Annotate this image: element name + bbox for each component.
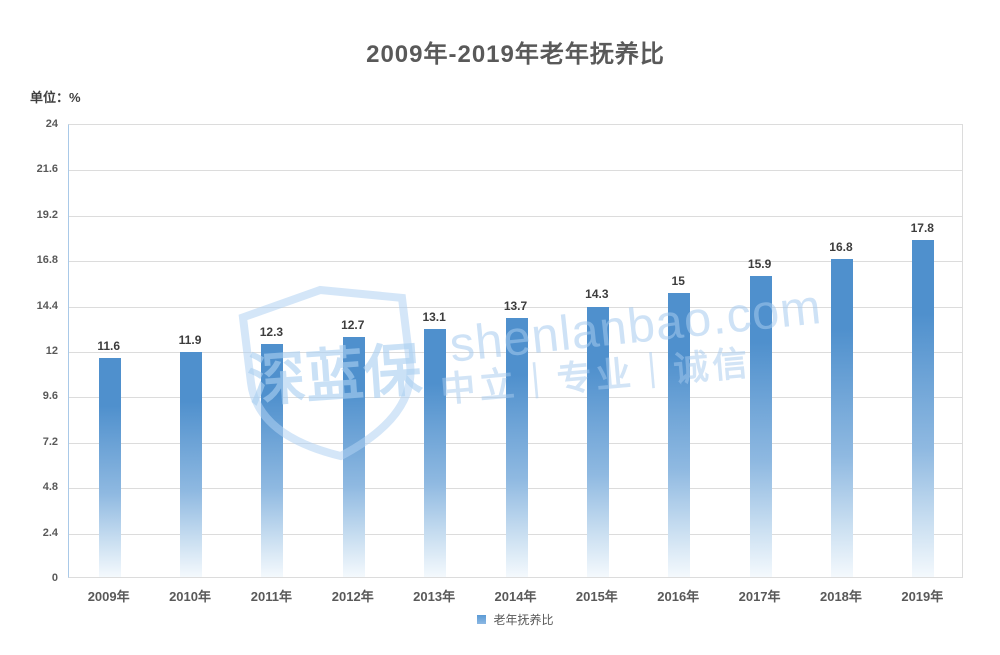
x-axis-label: 2010年: [169, 589, 211, 604]
bar-value-label: 11.9: [178, 332, 202, 347]
bar-value-label: 12.3: [259, 325, 284, 340]
x-axis-label: 2014年: [494, 589, 537, 604]
y-axis-tick-label: 16.8: [36, 254, 58, 267]
bar-2016年: [668, 293, 691, 577]
x-axis-label: 2009年: [87, 589, 130, 604]
x-axis-label: 2011年: [250, 589, 292, 604]
plot-area: [68, 124, 963, 578]
x-axis-label: 2017年: [738, 589, 781, 604]
bar-value-label: 13.1: [422, 310, 446, 325]
x-axis-label: 2018年: [819, 589, 862, 604]
x-axis-label: 2012年: [331, 589, 374, 604]
y-axis-tick-label: 19.2: [36, 208, 58, 221]
bar-2012年: [342, 336, 365, 577]
x-axis-label: 2015年: [575, 589, 618, 604]
bar-value-label: 16.8: [829, 240, 853, 255]
y-axis-tick-label: 2.4: [42, 526, 58, 539]
bar-value-label: 14.3: [585, 287, 609, 302]
bar-2009年: [98, 357, 121, 577]
gridline: [69, 306, 962, 308]
bar-value-label: 12.7: [341, 317, 365, 332]
bar-2013年: [424, 329, 447, 577]
x-axis-label: 2019年: [901, 589, 944, 604]
y-axis-tick-label: 21.6: [36, 163, 58, 176]
y-axis-tick-label: 14.4: [36, 299, 58, 312]
gridline: [69, 215, 962, 217]
bar-value-label: 13.7: [503, 298, 528, 313]
gridline: [69, 261, 962, 263]
legend-label: 老年抚养比: [493, 613, 554, 627]
bar-2011年: [261, 344, 284, 577]
bar-value-label: 15: [671, 274, 685, 289]
y-axis-tick-label: 0: [51, 572, 58, 584]
y-axis-tick-label: 24: [45, 118, 58, 130]
gridline: [69, 170, 962, 172]
bar-value-label: 17.8: [910, 221, 934, 236]
bar-value-label: 15.9: [747, 257, 772, 272]
chart-title: 2009年-2019年老年抚养比: [366, 41, 665, 68]
legend-swatch-icon: [477, 615, 487, 624]
unit-label: 单位：%: [30, 90, 81, 105]
y-axis-tick-label: 7.2: [42, 435, 58, 448]
bar-2017年: [749, 276, 772, 577]
y-axis-tick-label: 12: [45, 345, 58, 357]
legend: 老年抚养比: [68, 611, 963, 628]
x-axis-label: 2016年: [657, 589, 700, 604]
bar-value-label: 11.6: [97, 338, 121, 353]
y-axis-tick-label: 4.8: [42, 481, 58, 494]
y-axis-tick-label: 9.6: [42, 390, 58, 403]
bar-2015年: [586, 306, 609, 577]
bar-2014年: [505, 317, 528, 577]
bar-2019年: [912, 240, 935, 577]
x-axis-label: 2013年: [413, 589, 456, 604]
bar-2010年: [180, 351, 203, 577]
bar-2018年: [830, 259, 853, 577]
